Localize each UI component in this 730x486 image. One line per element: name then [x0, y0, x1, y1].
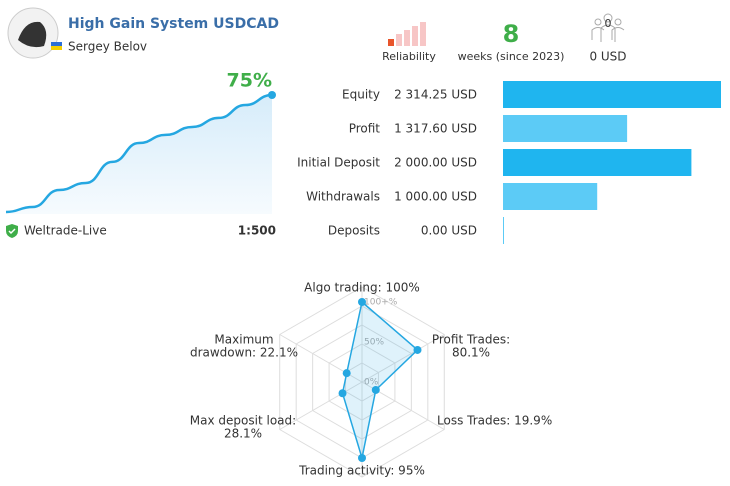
subscribers: 0 [605, 17, 612, 30]
weeks: 8 [503, 20, 520, 48]
shield-icon [6, 224, 18, 238]
avatar[interactable] [7, 7, 59, 59]
balance-bar [503, 217, 504, 244]
radar-tick-label: 50% [364, 338, 384, 348]
radar-label: Loss Trades: 19.9% [437, 414, 552, 428]
growth-line [5, 93, 273, 214]
balance-value: 0.00 USD [421, 224, 477, 238]
flag [51, 42, 62, 50]
balance-label: Deposits [328, 224, 380, 238]
radar-point [338, 389, 347, 398]
growth-end [268, 91, 276, 99]
reliability-icon [388, 22, 426, 46]
balance-value: 2 000.00 USD [394, 156, 477, 170]
radar-label: Profit Trades: [432, 333, 510, 347]
reliability-label: Reliability [382, 50, 436, 63]
balance-bar [503, 149, 692, 176]
balance-value: 2 314.25 USD [394, 88, 477, 102]
radar-label: 80.1% [452, 346, 490, 360]
radar-point [413, 345, 422, 354]
radar-label: drawdown: 22.1% [190, 346, 298, 360]
balance-bar [503, 183, 598, 210]
radar-spoke [361, 334, 445, 383]
author[interactable]: Sergey Belov [68, 40, 147, 54]
radar-label: 28.1% [224, 427, 262, 441]
signal-title[interactable]: High Gain System USDCAD [68, 16, 279, 32]
radar-point [358, 454, 366, 462]
radar-point [342, 369, 351, 378]
radar-spoke [279, 381, 363, 430]
radar-label: Algo trading: 100% [304, 281, 420, 295]
balance-label: Profit [349, 122, 381, 136]
radar-label: Max deposit load: [190, 414, 296, 428]
radar-point [371, 385, 380, 394]
subscription-price: 0 USD [589, 50, 626, 64]
radar-tick-label: 100+% [364, 298, 398, 308]
balance-label: Initial Deposit [297, 156, 380, 170]
broker[interactable]: Weltrade-Live [24, 224, 107, 238]
balance-label: Withdrawals [306, 190, 380, 204]
radar-tick-label: 0% [364, 378, 379, 388]
growth-area [6, 95, 272, 214]
weeks-label: weeks (since 2023) [458, 50, 565, 63]
radar-point [358, 298, 366, 306]
radar-label: Maximum [214, 333, 273, 347]
balance-value: 1 317.60 USD [394, 122, 477, 136]
growth-label: 75% [227, 70, 272, 92]
balance-value: 1 000.00 USD [394, 190, 477, 204]
leverage: 1:500 [238, 224, 276, 238]
balance-label: Equity [342, 88, 380, 102]
subscribers-icon [591, 13, 625, 42]
balance-bar [503, 81, 721, 108]
balance-bar [503, 115, 628, 142]
radar-label: Trading activity: 95% [298, 464, 425, 478]
